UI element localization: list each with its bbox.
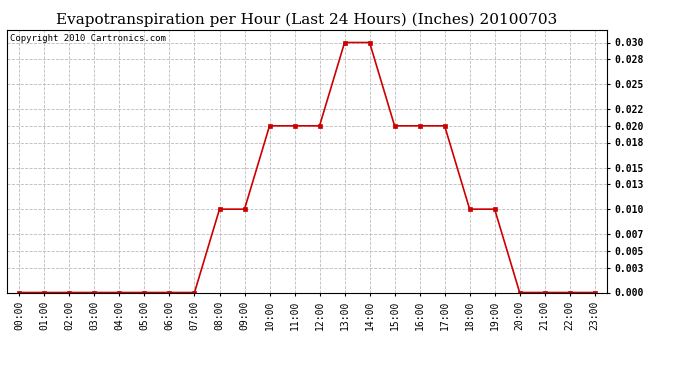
- Text: Copyright 2010 Cartronics.com: Copyright 2010 Cartronics.com: [10, 34, 166, 43]
- Title: Evapotranspiration per Hour (Last 24 Hours) (Inches) 20100703: Evapotranspiration per Hour (Last 24 Hou…: [57, 13, 558, 27]
